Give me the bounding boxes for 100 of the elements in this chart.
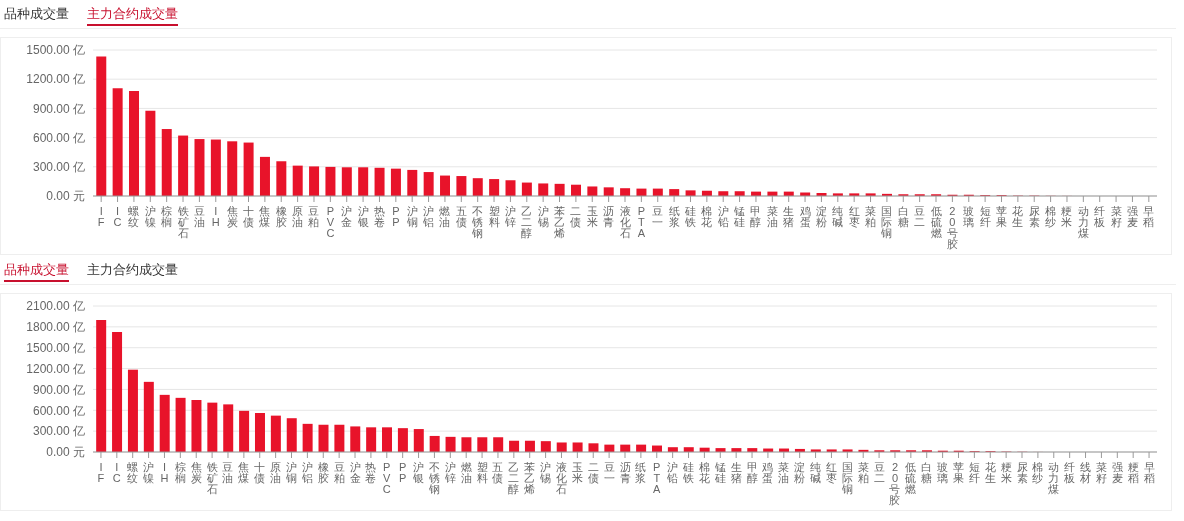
x-tick-label: 二债 [570, 205, 582, 228]
x-tick-label: 菜籽 [1110, 205, 1122, 228]
x-tick-label: 玻璃 [937, 461, 949, 484]
x-tick-label: 沪银 [412, 461, 425, 484]
text: 品种成交量 [4, 6, 69, 23]
x-tick-label: 五债 [492, 461, 504, 484]
x-tick-label: 菜籽 [1095, 461, 1107, 484]
x-tick-label: 豆一 [652, 205, 664, 228]
x-tick-label: 不锈钢 [471, 205, 484, 239]
x-tick-label: 动力煤 [1077, 205, 1089, 239]
x-tick-label: 白糖 [921, 461, 933, 484]
x-tick-label: 纸浆 [635, 461, 647, 484]
x-tick-label: 豆粕 [308, 205, 320, 228]
x-tick-label: 纤板 [1063, 461, 1076, 484]
x-tick-label: 玉米 [586, 205, 598, 228]
x-tick-label: 燃油 [460, 461, 472, 484]
x-tick-label: 红枣 [848, 205, 860, 228]
x-tick-label: 沪铝 [300, 461, 313, 484]
x-tick-label: 十债 [254, 461, 266, 484]
x-tick-label: 热卷 [365, 461, 377, 484]
x-tick-label: 短纤 [968, 461, 980, 484]
x-tick-label: PVC [326, 205, 335, 239]
x-tick-label: 硅铁 [683, 205, 696, 228]
x-tick-label: 豆一 [603, 461, 615, 484]
x-tick-label: 国际铜 [840, 461, 853, 495]
x-tick-label: IC [113, 205, 122, 228]
x-tick-label: 原油 [270, 461, 282, 484]
x-tick-label: 液化石 [619, 205, 631, 239]
x-tick-label: 生猪 [730, 461, 742, 484]
x-tick-label: 沪锌 [503, 205, 516, 228]
x-tick-label: 沪金 [341, 205, 353, 228]
x-tick-label: 焦煤 [238, 461, 250, 484]
x-tick-label: 尿素 [1016, 461, 1028, 484]
x-tick-label: 棉花 [698, 461, 710, 484]
x-tick-label: 红枣 [825, 461, 837, 484]
y-tick-label: 1800.00 亿 [26, 320, 85, 335]
x-tick-label: 沪铜 [285, 461, 298, 484]
x-tick-label: 短纤 [979, 205, 991, 228]
x-tick-label: IF [97, 205, 105, 228]
x-tick-label: 淀粉 [794, 461, 806, 484]
x-tick-label: 低硫燃 [930, 205, 942, 239]
x-tick-label: 二债 [587, 461, 599, 484]
x-tick-label: 沪铅 [716, 205, 729, 228]
x-tick-label: 沥青 [603, 205, 615, 228]
x-tick-label: 沪锌 [443, 461, 456, 484]
x-tick-label: 乙二醇 [521, 205, 533, 239]
x-tick-label: 早稻 [1143, 461, 1155, 484]
y-tick-label: 1500.00 亿 [26, 43, 85, 58]
x-tick-label: 纤板 [1093, 205, 1106, 228]
x-tick-label: 甲醇 [746, 461, 758, 484]
y-tick-label: 1200.00 亿 [26, 361, 85, 376]
x-tick-label: 20号胶 [889, 461, 901, 506]
x-tick-label: 玉米 [571, 461, 583, 484]
chart-title: 品种成交量 [4, 262, 69, 282]
x-tick-label: 国际铜 [880, 205, 893, 239]
x-tick-label: 豆二 [873, 461, 885, 484]
x-tick-label: PP [399, 461, 407, 484]
x-tick-label: 橡胶 [317, 461, 329, 484]
x-tick-label: 强麦 [1126, 205, 1138, 228]
x-tick-label: 白糖 [897, 205, 909, 228]
x-tick-label: 焦煤 [259, 205, 271, 228]
x-tick-label: 沪锡 [536, 205, 549, 228]
y-tick-label: 600.00 亿 [32, 130, 85, 145]
x-tick-label: 锰硅 [733, 205, 746, 228]
y-tick-label: 1200.00 亿 [26, 72, 85, 87]
x-tick-label: IH [211, 205, 220, 228]
y-tick-label: 300.00 亿 [32, 424, 85, 439]
y-tick-label: 600.00 亿 [32, 403, 85, 418]
x-tick-label: 塑料 [488, 205, 500, 228]
x-tick-label: 橡胶 [275, 205, 287, 228]
text: 主力合约成交量 [87, 262, 178, 279]
y-tick-label: 0.00 元 [46, 445, 85, 460]
x-tick-label: 线材 [1079, 461, 1092, 484]
x-tick-label: 苹果 [995, 205, 1007, 228]
x-tick-label: 沪镍 [143, 205, 156, 228]
x-tick-label: 棕榈 [174, 461, 186, 484]
x-tick-label: PTA [653, 461, 662, 495]
x-tick-label: 花生 [984, 461, 996, 484]
x-tick-label: 棕榈 [161, 205, 173, 228]
y-tick-label: 1500.00 亿 [26, 340, 85, 355]
x-tick-label: PVC [382, 461, 392, 495]
x-tick-label: 豆二 [914, 205, 926, 228]
x-tick-label: PTA [637, 205, 646, 239]
x-tick-label: 五债 [455, 205, 467, 228]
chart-title: 主力合约成交量 [87, 6, 178, 26]
y-tick-label: 300.00 亿 [32, 160, 85, 175]
x-tick-label: 豆粕 [333, 461, 345, 484]
x-tick-label: 铁矿石 [205, 461, 218, 495]
x-tick-label: 硅铁 [682, 461, 695, 484]
x-tick-label: 纯碱 [832, 205, 844, 228]
x-tick-label: 原油 [292, 205, 304, 228]
x-tick-label: 鸡蛋 [798, 205, 811, 228]
x-tick-label: 焦炭 [190, 461, 202, 484]
x-tick-label: 淀粉 [815, 205, 827, 228]
x-tick-label: 螺纹 [127, 461, 139, 484]
x-tick-label: 动力煤 [1048, 461, 1060, 495]
x-tick-label: 玻璃 [963, 205, 975, 228]
x-tick-label: 豆油 [222, 461, 234, 484]
x-tick-label: 豆油 [193, 205, 205, 228]
x-tick-label: 纯碱 [810, 461, 822, 484]
